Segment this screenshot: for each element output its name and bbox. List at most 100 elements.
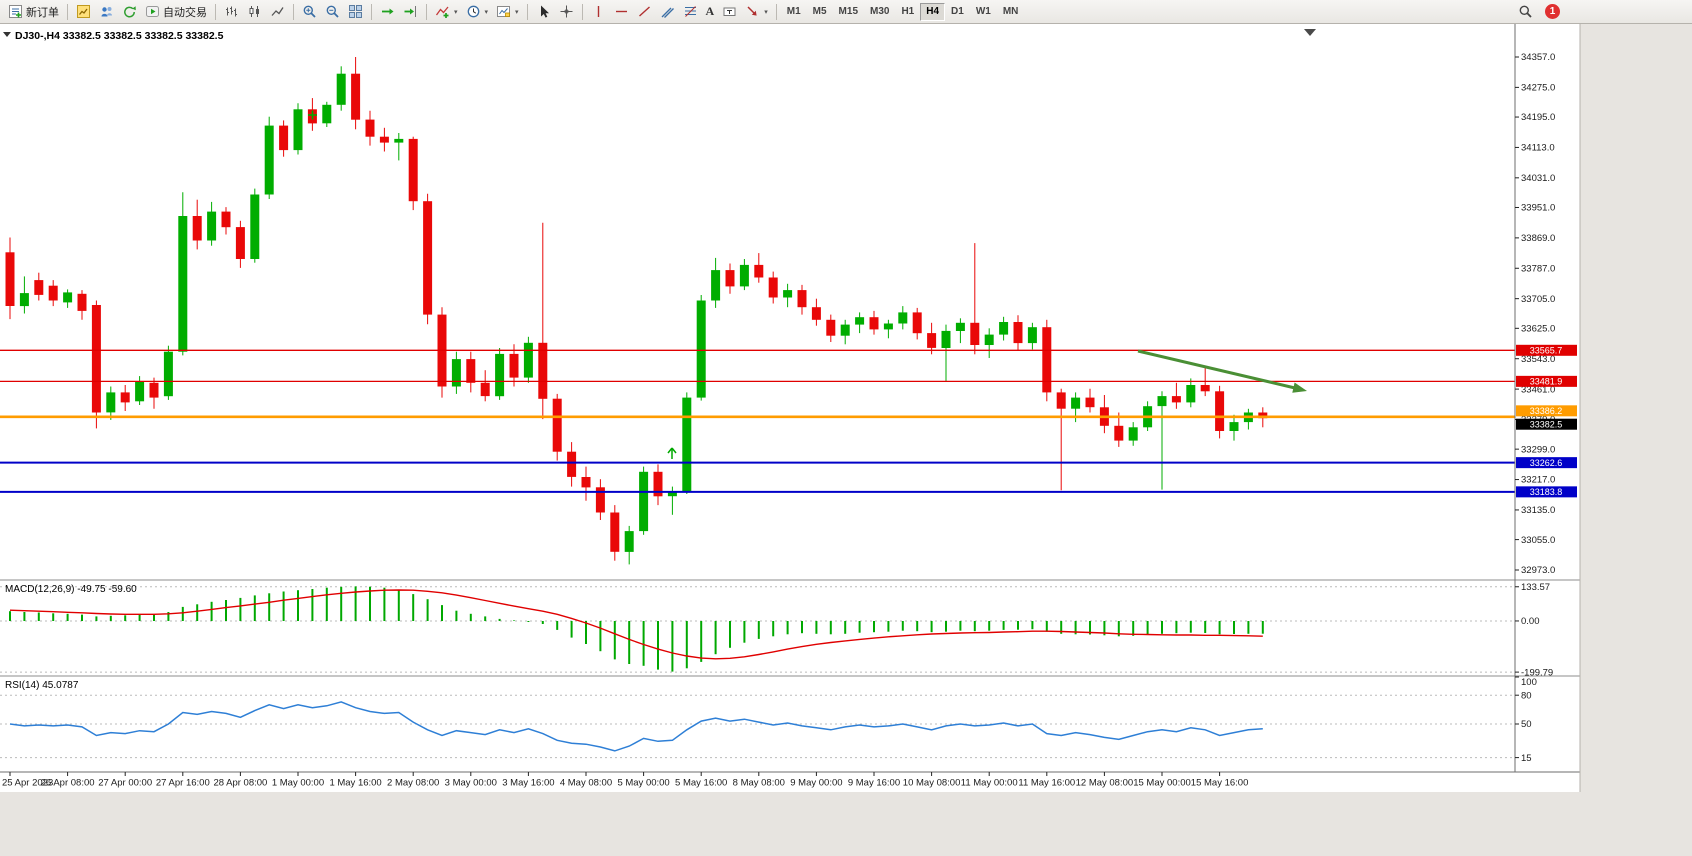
- bull-candle: [1229, 422, 1239, 431]
- profiles-button[interactable]: [95, 2, 118, 22]
- text-tool-button[interactable]: A: [702, 2, 719, 22]
- bull-candle: [19, 293, 29, 307]
- chevron-down-icon: ▾: [515, 8, 519, 16]
- chevron-down-icon: ▾: [454, 8, 458, 16]
- notification-badge[interactable]: 1: [1545, 4, 1560, 19]
- subwindow-collapse-icon[interactable]: [3, 32, 11, 37]
- timeframe-mn-button[interactable]: MN: [997, 3, 1025, 21]
- periods-button[interactable]: ▾: [462, 2, 493, 22]
- y-axis-label: 33625.0: [1521, 324, 1555, 335]
- horizontal-line-tool-button[interactable]: [610, 2, 633, 22]
- toolbar-separator: [67, 3, 68, 20]
- timeframe-w1-button[interactable]: W1: [970, 3, 997, 21]
- timeframe-m30-button[interactable]: M30: [864, 3, 895, 21]
- x-axis-label: 5 May 00:00: [617, 778, 669, 789]
- bull-candle: [1071, 397, 1081, 409]
- templates-button[interactable]: ▾: [492, 2, 523, 22]
- tile-windows-button[interactable]: [344, 2, 367, 22]
- timeframe-h4-button[interactable]: H4: [920, 2, 946, 21]
- bear-candle: [1114, 425, 1124, 441]
- refresh-button[interactable]: [118, 2, 141, 22]
- timeframe-m5-button[interactable]: M5: [807, 3, 833, 21]
- chart-canvas[interactable]: 34357.0 34275.0 34195.0 34113.0 34031.0 33951…: [0, 24, 1692, 856]
- vertical-line-tool-button[interactable]: [587, 2, 610, 22]
- rsi-axis-label: 100: [1521, 677, 1537, 688]
- new-chart-button[interactable]: [72, 2, 95, 22]
- macd-panel: 133.57 0.00 -199.79: [0, 582, 1553, 678]
- fibonacci-tool-button[interactable]: [679, 2, 702, 22]
- bull-candle: [1128, 427, 1138, 441]
- toolbar-separator: [581, 3, 583, 20]
- price-tag-label: 33183.8: [1530, 487, 1563, 497]
- price-axis[interactable]: 34357.0 34275.0 34195.0 34113.0 34031.0 33951…: [1515, 52, 1555, 576]
- x-axis-label: 1 May 00:00: [272, 778, 324, 789]
- bear-candle: [1013, 322, 1023, 344]
- bull-candle: [783, 290, 793, 298]
- y-axis-label: 33869.0: [1521, 233, 1555, 244]
- cursor-button[interactable]: [532, 2, 555, 22]
- zoom-in-button[interactable]: [298, 2, 321, 22]
- text-label-tool-button[interactable]: [718, 2, 741, 22]
- auto-scroll-icon: [382, 8, 394, 15]
- x-axis-label: 12 May 08:00: [1076, 778, 1134, 789]
- bear-candle: [192, 216, 202, 241]
- bear-candle: [1042, 327, 1052, 393]
- chart-bars-button[interactable]: [220, 2, 243, 22]
- bear-candle: [120, 392, 130, 403]
- zoom-out-button[interactable]: [321, 2, 344, 22]
- bear-candle: [567, 451, 577, 477]
- templates-icon: [497, 6, 511, 17]
- right-margin: [1580, 24, 1692, 856]
- trendline-tool-button[interactable]: [633, 2, 656, 22]
- bear-candle: [768, 277, 778, 298]
- crosshair-button[interactable]: [555, 2, 578, 22]
- bull-candle: [264, 125, 274, 195]
- toolbar-separator: [775, 3, 777, 20]
- rsi-axis-label: 15: [1521, 753, 1532, 764]
- trend-arrow-annotation[interactable]: [1137, 349, 1307, 393]
- toolbar-separator: [526, 3, 528, 20]
- trendline-icon: [638, 6, 650, 17]
- y-axis-label: 34113.0: [1521, 143, 1555, 154]
- bear-candle: [912, 312, 922, 334]
- arrows-tool-button[interactable]: ▾: [741, 2, 772, 22]
- macd-label: MACD(12,26,9) -49.75 -59.60: [5, 584, 137, 595]
- search-button[interactable]: [1514, 2, 1537, 22]
- main-toolbar: 新订单 自动交易: [0, 0, 1692, 24]
- auto-scroll-button[interactable]: [376, 2, 399, 22]
- macd-signal-line: [9, 589, 1263, 660]
- bear-candle: [1056, 392, 1066, 409]
- chart-line-button[interactable]: [266, 2, 289, 22]
- chart-shift-button[interactable]: [399, 2, 422, 22]
- x-axis-label: 10 May 08:00: [903, 778, 961, 789]
- timeframe-d1-button[interactable]: D1: [945, 3, 970, 21]
- y-axis-label: 33543.0: [1521, 354, 1555, 365]
- bear-candle: [826, 319, 836, 336]
- x-axis-label: 28 Apr 08:00: [213, 778, 267, 789]
- y-axis-label: 32973.0: [1521, 565, 1555, 576]
- timeframe-h1-button[interactable]: H1: [895, 3, 920, 21]
- new-order-button[interactable]: 新订单: [4, 2, 63, 22]
- y-axis-label: 33787.0: [1521, 263, 1555, 274]
- timeframe-m15-button[interactable]: M15: [833, 3, 864, 21]
- x-axis-label: 25 Apr 2023: [2, 778, 53, 789]
- chart-candles-button[interactable]: [243, 2, 266, 22]
- indicators-button[interactable]: ▾: [431, 2, 462, 22]
- chevron-down-icon: ▾: [484, 8, 489, 16]
- bar-chart-mode-icon: [226, 6, 237, 17]
- chevron-down-icon: ▾: [764, 8, 768, 16]
- bear-candle: [595, 487, 605, 513]
- line-chart-mode-icon: [271, 7, 284, 16]
- timeframe-m1-button[interactable]: M1: [781, 3, 807, 21]
- auto-trading-button[interactable]: 自动交易: [141, 2, 211, 22]
- chart-scroll-marker-icon[interactable]: [1304, 29, 1316, 36]
- bull-candle: [711, 270, 721, 301]
- chart-shift-icon: [404, 6, 416, 17]
- channel-tool-button[interactable]: [656, 2, 679, 22]
- bear-candle: [869, 317, 879, 330]
- cursor-arrow-icon: [540, 5, 549, 18]
- y-axis-label: 33299.0: [1521, 444, 1555, 455]
- bear-candle: [970, 322, 980, 345]
- x-axis-label: 9 May 16:00: [848, 778, 900, 789]
